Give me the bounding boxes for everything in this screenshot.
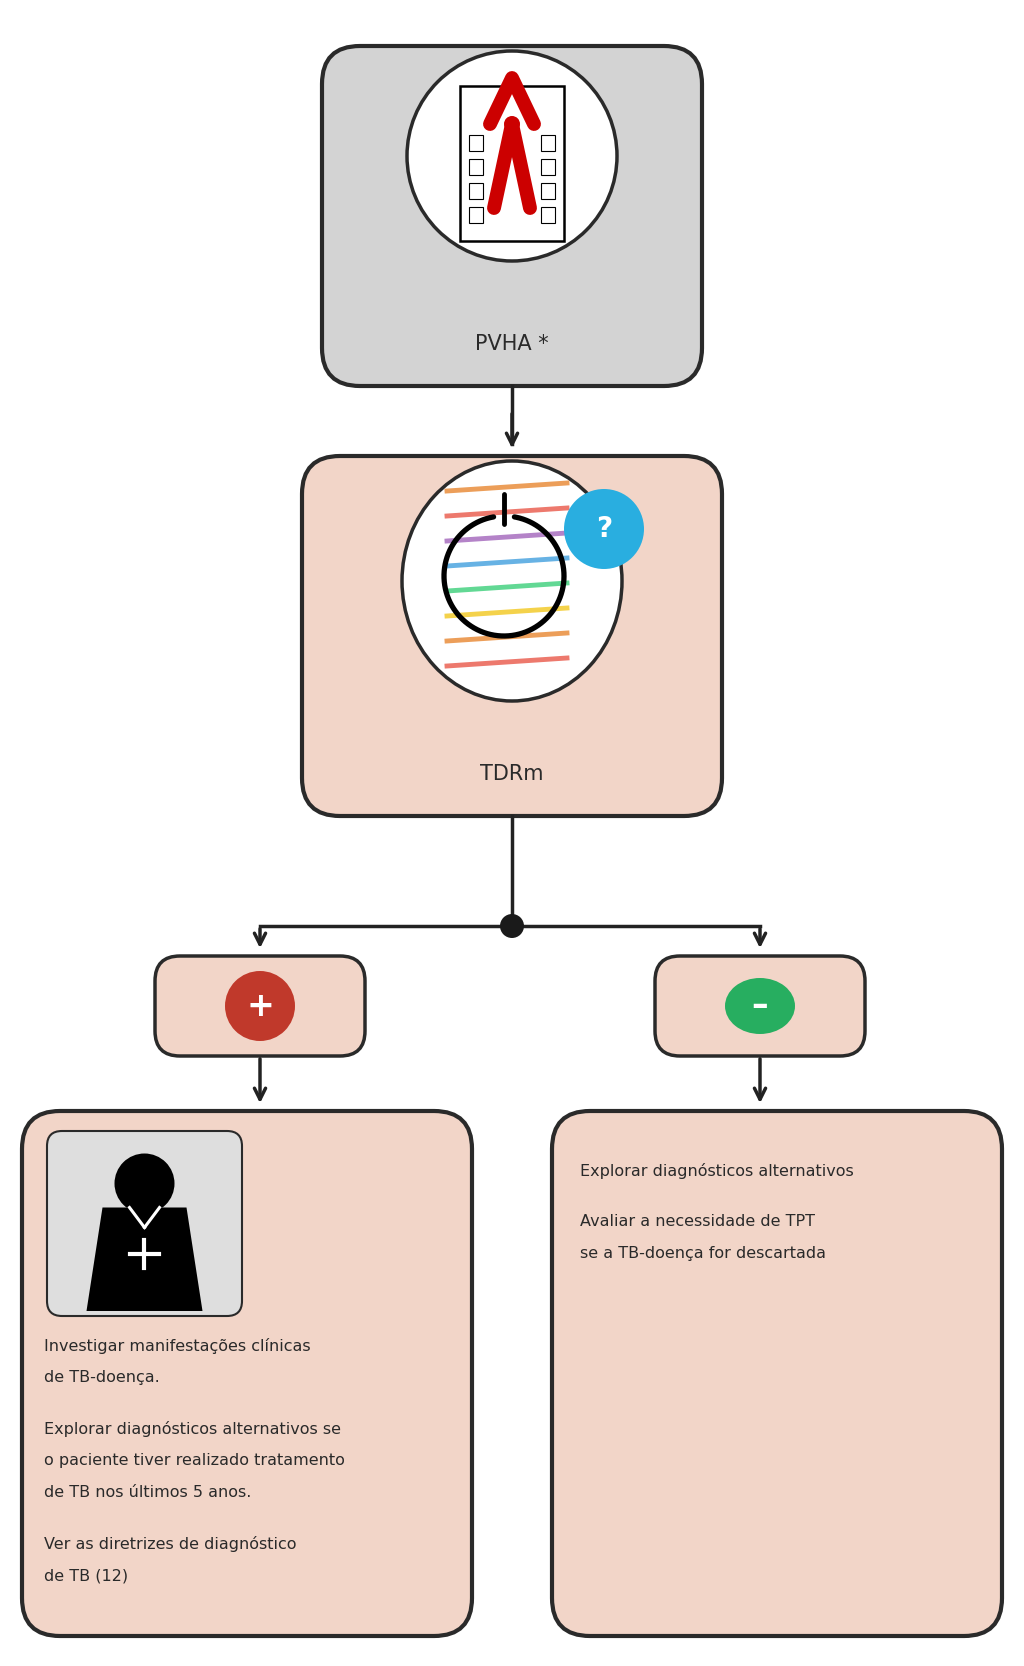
Text: Ver as diretrizes de diagnóstico: Ver as diretrizes de diagnóstico [44,1536,297,1553]
Text: Explorar diagnósticos alternativos: Explorar diagnósticos alternativos [580,1163,854,1180]
Text: de TB nos últimos 5 anos.: de TB nos últimos 5 anos. [44,1484,251,1499]
Bar [541,135,555,152]
Ellipse shape [402,461,622,701]
Text: o paciente tiver realizado tratamento: o paciente tiver realizado tratamento [44,1453,345,1468]
Text: Investigar manifestações clínicas: Investigar manifestações clínicas [44,1338,310,1354]
Circle shape [564,490,644,570]
FancyBboxPatch shape [302,456,722,816]
FancyBboxPatch shape [322,47,702,387]
Circle shape [225,971,295,1041]
Text: de TB-doença.: de TB-doença. [44,1369,160,1384]
Text: –: – [752,990,768,1023]
FancyBboxPatch shape [47,1131,242,1316]
FancyBboxPatch shape [155,956,365,1056]
Text: +: + [246,990,274,1023]
Circle shape [500,915,524,938]
FancyBboxPatch shape [552,1111,1002,1636]
Ellipse shape [725,978,795,1035]
Polygon shape [86,1208,203,1311]
Text: se a TB-doença for descartada: se a TB-doença for descartada [580,1246,826,1261]
Bar [469,207,483,223]
FancyBboxPatch shape [22,1111,472,1636]
Text: PVHA *: PVHA * [475,333,549,353]
FancyBboxPatch shape [655,956,865,1056]
Bar [541,183,555,198]
Bar [460,87,564,242]
Bar [541,158,555,175]
Circle shape [504,117,520,132]
Text: TDRm: TDRm [480,765,544,785]
Text: Avaliar a necessidade de TPT: Avaliar a necessidade de TPT [580,1215,815,1230]
Circle shape [115,1153,174,1213]
Text: Explorar diagnósticos alternativos se: Explorar diagnósticos alternativos se [44,1421,341,1438]
Bar [469,183,483,198]
Bar [541,207,555,223]
Bar [469,135,483,152]
Text: ?: ? [596,515,612,543]
Circle shape [407,52,617,262]
Text: de TB (12): de TB (12) [44,1568,128,1583]
Bar [469,158,483,175]
